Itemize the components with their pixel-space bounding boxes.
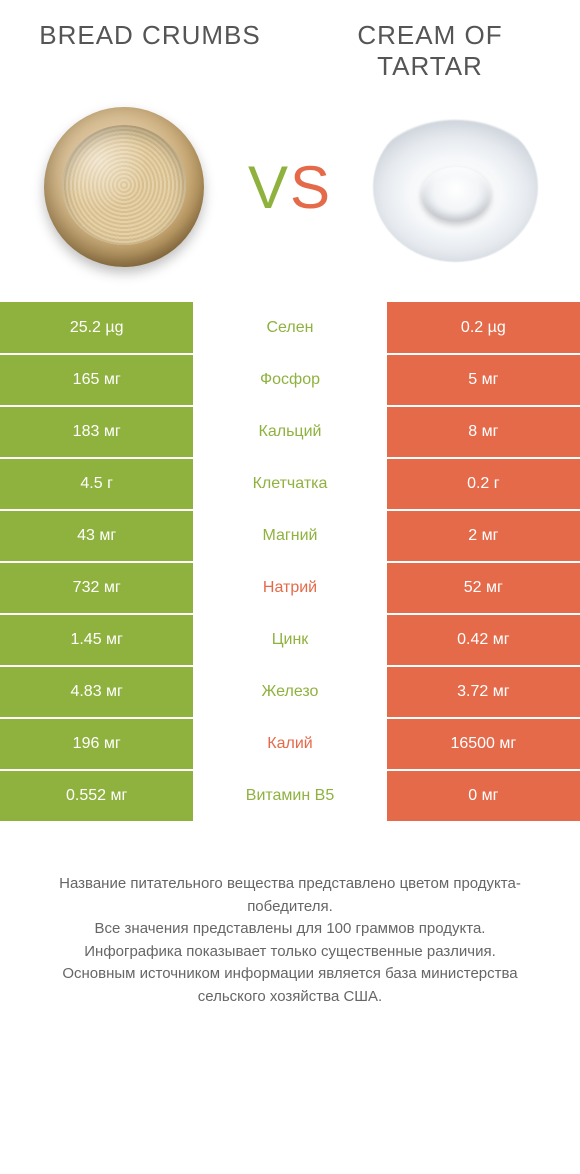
- nutrient-label: Фосфор: [193, 354, 386, 406]
- right-value: 2 мг: [387, 510, 580, 562]
- footer-line-1: Название питательного вещества представл…: [30, 873, 550, 918]
- nutrient-label: Селен: [193, 302, 386, 354]
- nutrient-label: Витамин B5: [193, 770, 386, 822]
- table-row: 43 мгМагний2 мг: [0, 510, 580, 562]
- table-row: 4.5 гКлетчатка0.2 г: [0, 458, 580, 510]
- right-product-title: CREAM OF TARTAR: [318, 20, 542, 82]
- table-row: 1.45 мгЦинк0.42 мг: [0, 614, 580, 666]
- nutrient-label: Кальций: [193, 406, 386, 458]
- left-value: 4.83 мг: [0, 666, 193, 718]
- right-value: 8 мг: [387, 406, 580, 458]
- footer-notes: Название питательного вещества представл…: [0, 823, 580, 1028]
- left-value: 165 мг: [0, 354, 193, 406]
- table-row: 732 мгНатрий52 мг: [0, 562, 580, 614]
- left-product-image: [39, 102, 209, 272]
- table-row: 0.552 мгВитамин B50 мг: [0, 770, 580, 822]
- infographic-container: BREAD CRUMBS CREAM OF TARTAR VS 25.2 µgС…: [0, 0, 580, 1174]
- nutrient-label: Клетчатка: [193, 458, 386, 510]
- right-value: 0.2 г: [387, 458, 580, 510]
- left-value: 732 мг: [0, 562, 193, 614]
- vs-label: VS: [248, 153, 332, 222]
- table-row: 196 мгКалий16500 мг: [0, 718, 580, 770]
- right-value: 16500 мг: [387, 718, 580, 770]
- right-value: 0.42 мг: [387, 614, 580, 666]
- footer-line-3: Инфографика показывает только существенн…: [30, 941, 550, 964]
- left-value: 1.45 мг: [0, 614, 193, 666]
- left-value: 183 мг: [0, 406, 193, 458]
- left-value: 196 мг: [0, 718, 193, 770]
- nutrient-label: Цинк: [193, 614, 386, 666]
- nutrient-label: Натрий: [193, 562, 386, 614]
- table-row: 165 мгФосфор5 мг: [0, 354, 580, 406]
- right-product-image: [371, 102, 541, 272]
- right-value: 3.72 мг: [387, 666, 580, 718]
- left-value: 25.2 µg: [0, 302, 193, 354]
- table-row: 183 мгКальций8 мг: [0, 406, 580, 458]
- left-value: 0.552 мг: [0, 770, 193, 822]
- left-product-title: BREAD CRUMBS: [38, 20, 262, 82]
- cream-of-tartar-icon: [373, 112, 538, 262]
- vs-letter-v: V: [248, 154, 290, 221]
- table-row: 25.2 µgСелен0.2 µg: [0, 302, 580, 354]
- comparison-table: 25.2 µgСелен0.2 µg165 мгФосфор5 мг183 мг…: [0, 302, 580, 823]
- right-value: 5 мг: [387, 354, 580, 406]
- right-value: 0 мг: [387, 770, 580, 822]
- nutrient-label: Калий: [193, 718, 386, 770]
- right-value: 52 мг: [387, 562, 580, 614]
- nutrient-label: Железо: [193, 666, 386, 718]
- nutrient-label: Магний: [193, 510, 386, 562]
- footer-line-4: Основным источником информации является …: [30, 963, 550, 1008]
- left-value: 43 мг: [0, 510, 193, 562]
- images-row: VS: [0, 92, 580, 302]
- right-value: 0.2 µg: [387, 302, 580, 354]
- vs-letter-s: S: [290, 154, 332, 221]
- footer-line-2: Все значения представлены для 100 граммо…: [30, 918, 550, 941]
- bread-crumbs-icon: [44, 107, 204, 267]
- left-value: 4.5 г: [0, 458, 193, 510]
- header: BREAD CRUMBS CREAM OF TARTAR: [0, 0, 580, 92]
- table-row: 4.83 мгЖелезо3.72 мг: [0, 666, 580, 718]
